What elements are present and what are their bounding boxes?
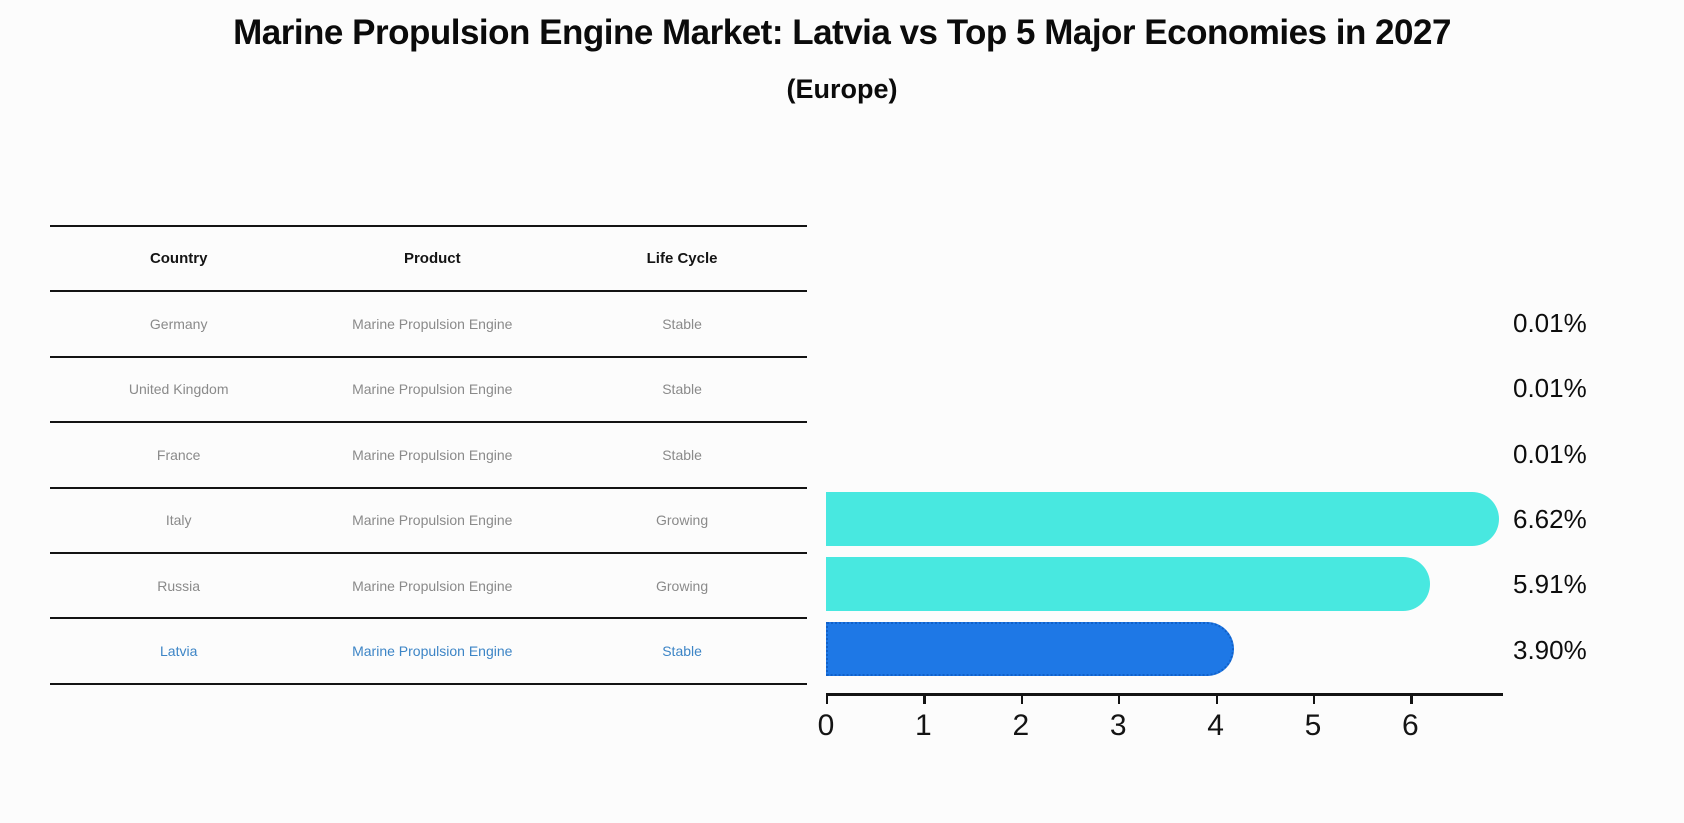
table-body: Germany Marine Propulsion Engine Stable Uni… — [50, 292, 807, 685]
table-row: United Kingdom Marine Propulsion Engine St… — [50, 358, 807, 424]
x-axis-tick — [826, 693, 829, 704]
value-label: 0.01% — [1513, 373, 1587, 404]
table-cell-country: Germany — [149, 316, 208, 333]
table-cell-life-cycle: Stable — [662, 446, 702, 463]
table-cell-life-cycle: Stable — [662, 381, 702, 398]
bar-row — [826, 421, 1501, 486]
x-axis-tick-label: 4 — [1207, 709, 1224, 742]
table-cell-product: Marine Propulsion Engine — [352, 512, 513, 529]
table-cell-country: Italy — [165, 512, 192, 529]
x-axis-tick — [1118, 693, 1121, 704]
table-cell-country: Russia — [157, 577, 201, 594]
value-label: 6.62% — [1513, 503, 1587, 534]
x-axis-tick-label: 5 — [1304, 709, 1322, 742]
table-cell-life-cycle: Growing — [656, 512, 709, 529]
table-row: France Marine Propulsion Engine Stable — [50, 423, 807, 489]
table-cell-life-cycle: Growing — [656, 577, 709, 594]
table-cell-product: Marine Propulsion Engine — [352, 316, 513, 333]
table-cell-country: France — [156, 446, 201, 463]
bar-latvia — [826, 622, 1234, 677]
value-label: 3.90% — [1513, 634, 1587, 665]
x-axis-tick — [1020, 693, 1023, 704]
x-axis-tick-label: 0 — [817, 709, 835, 742]
column-header-product: Product — [403, 250, 461, 268]
x-axis-line — [826, 693, 1503, 696]
table-row: Italy Marine Propulsion Engine Growing — [50, 489, 807, 554]
chart-title: Marine Propulsion Engine Market: Latvia … — [233, 13, 1451, 52]
bar-row — [826, 552, 1501, 617]
value-label: 0.01% — [1513, 307, 1587, 338]
chart-subtitle: (Europe) — [786, 74, 898, 104]
bar-row — [826, 290, 1501, 355]
x-axis-tick — [1410, 693, 1413, 704]
table-row: Germany Marine Propulsion Engine Stable — [50, 292, 807, 358]
bar-row — [826, 486, 1501, 551]
bar-row — [826, 355, 1501, 420]
bar-italy — [826, 491, 1499, 546]
table-header-row: Country Product Life Cycle — [50, 227, 807, 293]
table-row: Latvia Marine Propulsion Engine Stable — [50, 619, 807, 685]
table-cell-country: Latvia — [160, 643, 198, 660]
x-axis-tick — [1313, 693, 1316, 704]
column-header-country: Country — [149, 250, 208, 268]
bar-chart — [826, 290, 1501, 682]
table-row: Russia Marine Propulsion Engine Growing — [50, 554, 807, 620]
table-cell-life-cycle: Stable — [662, 316, 702, 333]
table-cell-product: Marine Propulsion Engine — [352, 446, 513, 463]
bar-row — [826, 617, 1501, 682]
x-axis-tick — [1215, 693, 1218, 704]
country-table: Country Product Life Cycle Germany Marine… — [50, 225, 807, 685]
table-cell-product: Marine Propulsion Engine — [352, 381, 513, 398]
bar-russia — [826, 557, 1430, 612]
column-header-life-cycle: Life Cycle — [646, 250, 718, 268]
x-axis-tick — [923, 693, 926, 704]
x-axis-tick-label: 6 — [1402, 709, 1419, 742]
table-cell-product: Marine Propulsion Engine — [352, 577, 513, 594]
table-cell-country: United Kingdom — [128, 381, 229, 398]
x-axis-tick-label: 3 — [1109, 709, 1127, 742]
value-label: 0.01% — [1513, 438, 1587, 469]
value-label: 5.91% — [1513, 569, 1587, 600]
table-cell-life-cycle: Stable — [662, 643, 702, 660]
x-axis-tick-label: 1 — [915, 709, 932, 742]
x-axis-tick-label: 2 — [1012, 709, 1030, 742]
table-cell-product: Marine Propulsion Engine — [352, 643, 513, 660]
